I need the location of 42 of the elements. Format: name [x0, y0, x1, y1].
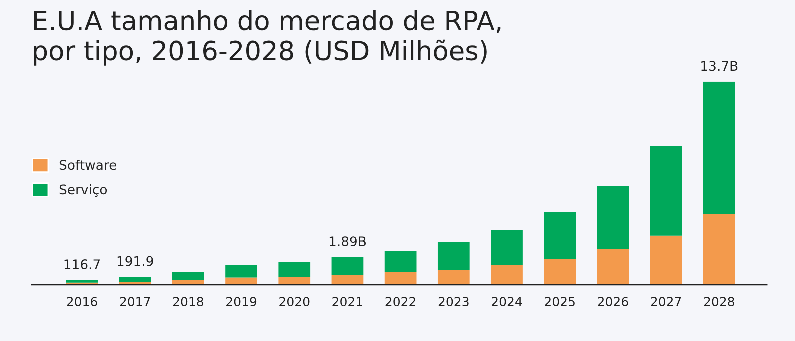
bar — [438, 242, 470, 270]
bar — [438, 270, 470, 286]
annotation: 116.7 — [64, 260, 100, 270]
x-tick-label: 2019 — [226, 297, 257, 307]
bar — [332, 275, 364, 286]
x-tick-label: 2018 — [173, 297, 204, 307]
bar — [544, 259, 576, 286]
x-tick-label: 2017 — [120, 297, 150, 307]
bar — [650, 236, 682, 286]
bar — [544, 212, 576, 260]
bar — [703, 214, 736, 286]
bar — [384, 251, 417, 272]
bar — [384, 272, 417, 286]
annotation: 1.89B — [330, 236, 366, 247]
x-tick-label: 2021 — [332, 297, 362, 307]
legend-label: Serviço — [60, 184, 108, 198]
annotation: 191.9 — [118, 256, 154, 266]
bar — [332, 257, 364, 276]
x-tick-label: 2026 — [598, 297, 628, 307]
x-tick-label: 2023 — [438, 297, 469, 307]
bar — [172, 272, 204, 280]
bar — [226, 265, 258, 278]
x-tick-label: 2022 — [386, 297, 416, 307]
bar — [66, 280, 98, 283]
bar — [119, 276, 152, 282]
x-tick-label: 2020 — [280, 297, 310, 307]
x-tick-label: 2028 — [704, 297, 734, 307]
chart-title: E.U.A tamanho do mercado de RPA, por tipo, 2016-2028 (USD Milhões) — [34, 10, 501, 66]
x-tick-label: 2025 — [545, 297, 575, 307]
legend-label: Software — [60, 160, 116, 170]
bar — [278, 277, 311, 286]
x-tick-label: 2016 — [67, 297, 98, 307]
annotation: 13.7B — [702, 61, 738, 72]
bar — [597, 249, 630, 286]
x-tick-label: 2027 — [651, 297, 682, 307]
bar — [703, 82, 736, 214]
bar — [278, 262, 311, 278]
x-tick-label: 2024 — [492, 297, 522, 307]
bar — [597, 186, 630, 250]
bar — [491, 265, 523, 286]
bar — [650, 146, 682, 236]
bar — [491, 230, 523, 266]
